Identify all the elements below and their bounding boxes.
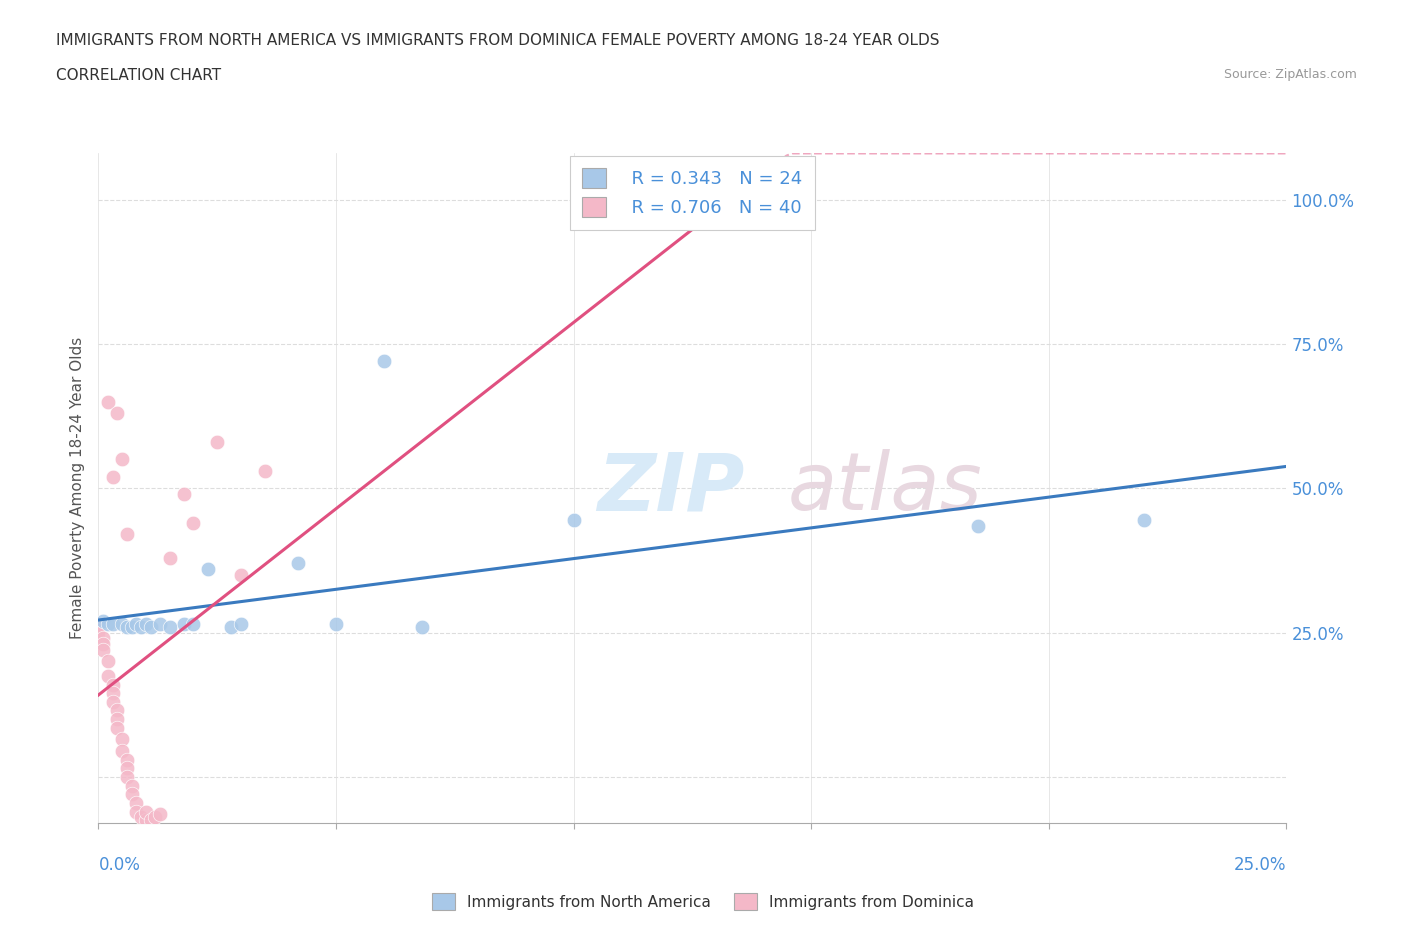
- Point: [129, 810, 152, 825]
- Point: [139, 813, 162, 828]
- Point: [97, 654, 120, 669]
- Point: [115, 752, 138, 767]
- Point: [91, 637, 114, 652]
- Point: [149, 617, 172, 631]
- Point: [135, 617, 157, 631]
- Text: ZIP: ZIP: [598, 449, 745, 527]
- Point: [121, 778, 143, 793]
- Point: [107, 703, 129, 718]
- Point: [229, 617, 252, 631]
- Point: [173, 617, 195, 631]
- Legend: Immigrants from North America, Immigrants from Dominica: Immigrants from North America, Immigrant…: [425, 885, 981, 918]
- Point: [125, 617, 148, 631]
- Point: [87, 617, 110, 631]
- Text: Source: ZipAtlas.com: Source: ZipAtlas.com: [1223, 68, 1357, 81]
- Point: [97, 669, 120, 684]
- Point: [139, 619, 162, 634]
- Point: [159, 550, 181, 565]
- Point: [183, 617, 205, 631]
- Point: [125, 795, 148, 810]
- Point: [145, 810, 167, 825]
- Point: [101, 695, 124, 710]
- Point: [325, 617, 347, 631]
- Point: [129, 619, 152, 634]
- Point: [111, 732, 134, 747]
- Y-axis label: Female Poverty Among 18-24 Year Olds: Female Poverty Among 18-24 Year Olds: [69, 338, 84, 640]
- Text: atlas: atlas: [787, 449, 983, 527]
- Point: [562, 512, 585, 527]
- Text: CORRELATION CHART: CORRELATION CHART: [56, 68, 221, 83]
- Point: [115, 761, 138, 776]
- Point: [111, 452, 134, 467]
- Point: [91, 631, 114, 645]
- Point: [101, 677, 124, 692]
- Point: [107, 405, 129, 420]
- Point: [115, 527, 138, 542]
- Point: [287, 556, 309, 571]
- Point: [101, 470, 124, 485]
- Point: [253, 463, 276, 478]
- Point: [91, 643, 114, 658]
- Point: [411, 619, 433, 634]
- Point: [115, 619, 138, 634]
- Point: [115, 769, 138, 784]
- Point: [207, 434, 229, 449]
- Legend:   R = 0.343   N = 24,   R = 0.706   N = 40: R = 0.343 N = 24, R = 0.706 N = 40: [569, 156, 815, 230]
- Point: [101, 617, 124, 631]
- Point: [87, 625, 110, 640]
- Text: 25.0%: 25.0%: [1234, 856, 1286, 874]
- Point: [1133, 512, 1156, 527]
- Point: [173, 486, 195, 501]
- Point: [107, 721, 129, 736]
- Point: [121, 619, 143, 634]
- Point: [125, 804, 148, 819]
- Point: [221, 619, 243, 634]
- Point: [135, 813, 157, 828]
- Point: [107, 711, 129, 726]
- Text: 0.0%: 0.0%: [98, 856, 141, 874]
- Point: [229, 567, 252, 582]
- Point: [159, 619, 181, 634]
- Text: IMMIGRANTS FROM NORTH AMERICA VS IMMIGRANTS FROM DOMINICA FEMALE POVERTY AMONG 1: IMMIGRANTS FROM NORTH AMERICA VS IMMIGRA…: [56, 33, 939, 47]
- Point: [966, 518, 988, 533]
- Point: [97, 617, 120, 631]
- Point: [101, 685, 124, 700]
- Point: [87, 622, 110, 637]
- Point: [121, 787, 143, 802]
- Point: [149, 807, 172, 822]
- Point: [111, 617, 134, 631]
- Point: [197, 562, 219, 577]
- Point: [97, 394, 120, 409]
- Point: [91, 614, 114, 629]
- Point: [183, 515, 205, 530]
- Point: [111, 743, 134, 758]
- Point: [373, 353, 395, 368]
- Point: [135, 804, 157, 819]
